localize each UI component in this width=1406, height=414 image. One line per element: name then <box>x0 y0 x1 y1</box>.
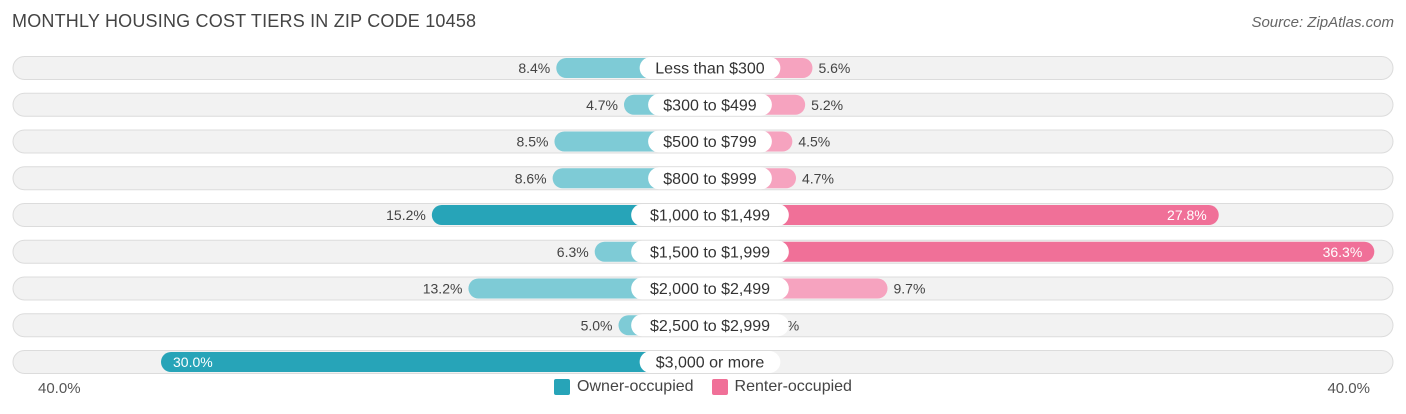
category-label: $1,500 to $1,999 <box>650 244 770 261</box>
value-label-owner: 8.6% <box>515 170 547 186</box>
category-pill <box>639 57 781 79</box>
category-pill <box>639 351 781 373</box>
bar-renter <box>710 205 1219 225</box>
value-label-renter: 5.6% <box>818 60 850 76</box>
category-label: Less than $300 <box>655 61 765 78</box>
category-label: $500 to $799 <box>663 134 757 151</box>
legend-item-owner: Owner-occupied <box>554 378 694 396</box>
axis-left-label: 40.0% <box>38 380 81 397</box>
value-label-owner: 5.0% <box>581 317 613 333</box>
value-label-renter: 9.7% <box>894 281 926 297</box>
legend-label-owner: Owner-occupied <box>577 378 694 395</box>
category-pill <box>648 130 772 153</box>
category-pill <box>648 93 772 116</box>
value-label-renter: 5.2% <box>811 97 843 113</box>
category-label: $2,000 to $2,499 <box>650 281 770 298</box>
value-label-owner: 13.2% <box>423 281 463 297</box>
value-label-owner: 15.2% <box>386 207 426 223</box>
category-pill <box>648 167 772 190</box>
category-pill <box>631 314 789 337</box>
legend-item-renter: Renter-occupied <box>711 378 852 396</box>
bar-renter <box>710 241 1375 262</box>
category-label: $1,000 to $1,499 <box>650 208 770 225</box>
source-label: Source: ZipAtlas.com <box>1251 14 1394 31</box>
category-label: $3,000 or more <box>656 355 765 372</box>
value-label-owner: 6.3% <box>557 244 589 260</box>
axis-right-label: 40.0% <box>1327 380 1370 397</box>
value-label-renter: 27.8% <box>1167 207 1207 223</box>
value-label-renter: 36.3% <box>1323 244 1363 260</box>
category-pill <box>631 204 789 226</box>
value-label-owner: 4.7% <box>586 97 618 113</box>
value-label-owner: 30.0% <box>173 354 213 370</box>
legend-label-renter: Renter-occupied <box>734 378 852 395</box>
category-label: $800 to $999 <box>663 171 757 188</box>
category-pill <box>631 277 789 300</box>
value-label-owner: 8.4% <box>518 60 550 76</box>
value-label-owner: 8.5% <box>517 134 549 150</box>
value-label-renter: 4.5% <box>798 134 830 150</box>
legend-swatch-owner <box>554 379 571 395</box>
bar-owner <box>161 352 710 372</box>
legend-swatch-renter <box>711 379 728 395</box>
category-pill <box>631 240 789 263</box>
category-label: $300 to $499 <box>663 97 757 114</box>
legend: Owner-occupied Renter-occupied <box>0 378 1406 396</box>
category-label: $2,500 to $2,999 <box>650 318 770 335</box>
chart-title: MONTHLY HOUSING COST TIERS IN ZIP CODE 1… <box>12 11 477 31</box>
value-label-renter: 4.7% <box>802 170 834 186</box>
